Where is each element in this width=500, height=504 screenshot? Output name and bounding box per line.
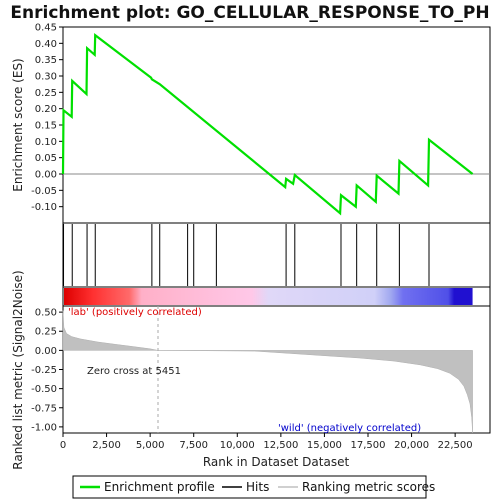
x-tick-label: 5,000 <box>136 440 165 451</box>
x-tick-label: 0 <box>60 440 66 451</box>
legend-label: Enrichment profile <box>104 480 215 494</box>
es-tick-label: 0.35 <box>35 55 57 66</box>
x-tick-label: 20,000 <box>394 440 429 451</box>
es-tick-label: 0.00 <box>35 170 57 181</box>
metric-axis: -1.00 -0.75 -0.50 -0.25 0.00 0.25 0.50 <box>31 308 63 433</box>
legend-label: Ranking metric scores <box>302 480 435 494</box>
positive-label: 'lab' (positively correlated) <box>68 307 202 318</box>
x-tick-label: 7,500 <box>179 440 208 451</box>
x-axis-title: Rank in Dataset Dataset <box>203 455 350 469</box>
es-axis: -0.10 -0.05 0.00 0.05 0.10 0.15 0.20 0.25 0.30 0.… <box>31 23 63 213</box>
chart-title: Enrichment plot: GO_CELLULAR_RESPONSE_TO… <box>10 3 489 23</box>
es-tick-label: 0.10 <box>35 137 57 148</box>
x-tick-label: 12,500 <box>263 440 298 451</box>
x-tick-label: 15,000 <box>307 440 342 451</box>
legend-label: Hits <box>246 480 269 494</box>
es-tick-label: 0.05 <box>35 153 57 164</box>
enrichment-profile-line <box>61 33 474 216</box>
es-tick-label: 0.20 <box>35 104 57 115</box>
x-tick-label: 17,500 <box>351 440 386 451</box>
x-axis: 0 2,500 5,000 7,500 10,000 12,500 15,000 17,500… <box>60 433 473 451</box>
es-tick-label: 0.15 <box>35 121 57 132</box>
es-tick-label: -0.10 <box>31 202 57 213</box>
x-tick-label: 10,000 <box>220 440 255 451</box>
es-axis-title: Enrichment score (ES) <box>11 58 25 191</box>
es-panel-frame <box>62 26 491 224</box>
metric-tick-label: 0.25 <box>35 327 57 338</box>
hits-marks <box>63 224 430 286</box>
legend: Enrichment profile Hits Ranking metric sco… <box>80 480 435 494</box>
es-tick-label: -0.05 <box>31 186 57 197</box>
metric-tick-label: 0.00 <box>35 346 57 357</box>
rank-color-bar <box>64 288 473 305</box>
metric-tick-label: -0.75 <box>31 403 57 414</box>
es-series <box>61 33 474 216</box>
x-tick-label: 22,500 <box>438 440 473 451</box>
es-tick-label: 0.25 <box>35 88 57 99</box>
metric-axis-title: Ranked list metric (Signal2Noise) <box>11 270 25 469</box>
es-tick-label: 0.30 <box>35 72 57 83</box>
hits-panel-frame <box>62 222 491 288</box>
zero-cross-label: Zero cross at 5451 <box>87 366 181 377</box>
metric-tick-label: -0.25 <box>31 365 57 376</box>
metric-tick-label: -1.00 <box>31 422 57 433</box>
metric-panel-frame <box>62 305 491 434</box>
es-tick-label: 0.45 <box>35 23 57 34</box>
ranking-metric-area <box>62 310 473 434</box>
metric-tick-label: -0.50 <box>31 384 57 395</box>
negative-label: 'wild' (negatively correlated) <box>278 423 421 434</box>
es-tick-label: 0.40 <box>35 39 57 50</box>
x-tick-label: 2,500 <box>92 440 121 451</box>
metric-tick-label: 0.50 <box>35 308 57 319</box>
legend-box <box>72 475 427 499</box>
